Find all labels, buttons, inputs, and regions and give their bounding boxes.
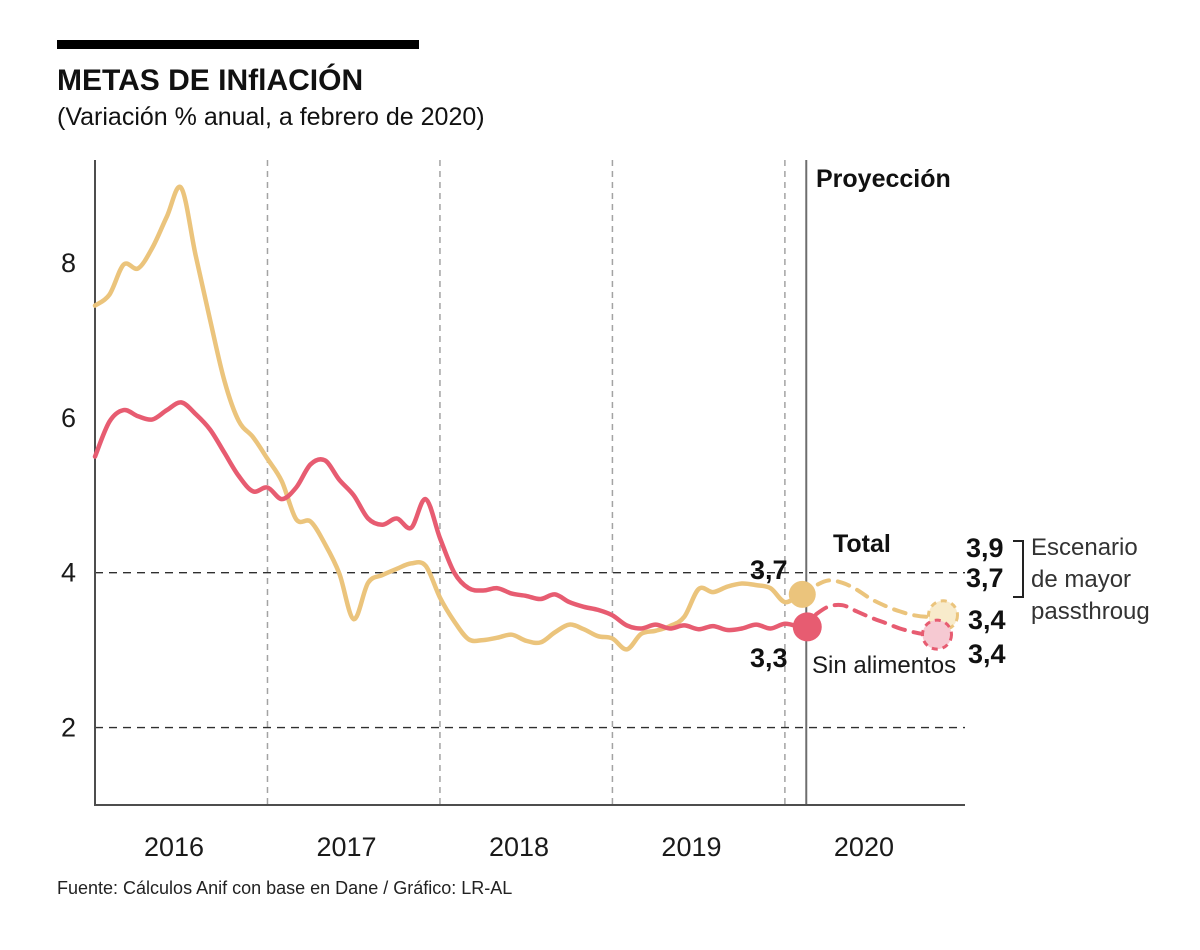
series-label-total: Total — [833, 530, 891, 558]
axes — [94, 160, 965, 806]
title-accent-bar — [57, 40, 419, 49]
scenario-text-line1: Escenario — [1031, 534, 1138, 561]
value-label-total-feb2020: 3,7 — [750, 555, 788, 585]
scenario-text-line3: passthroug — [1031, 598, 1150, 625]
core-projection-dot — [921, 618, 953, 651]
value-label-scenario-core: 3,7 — [966, 563, 1004, 593]
x-tick-label: 2018 — [489, 832, 549, 862]
value-label-total-dec2020: 3,4 — [968, 605, 1006, 635]
x-tick-label: 2019 — [661, 832, 721, 862]
projection-label: Proyección — [816, 165, 951, 193]
y-tick-label: 4 — [61, 558, 76, 588]
line-sin-alimentos-proyecci-n — [797, 602, 945, 637]
y-tick-label: 6 — [61, 403, 76, 433]
y-tick-label: 8 — [61, 248, 76, 278]
value-label-scenario-total: 3,9 — [966, 533, 1004, 563]
value-label-core-dec2020: 3,4 — [968, 639, 1006, 669]
page-subtitle: (Variación % anual, a febrero de 2020) — [57, 103, 485, 131]
line-total — [92, 184, 802, 652]
x-tick-label: 2020 — [834, 832, 894, 862]
source-note: Fuente: Cálculos Anif con base en Dane /… — [57, 878, 513, 898]
line-total-proyecci-n — [797, 578, 945, 619]
scenario-bracket — [1013, 540, 1024, 598]
y-tick-label: 2 — [61, 713, 76, 743]
series-label-sin-alimentos: Sin alimentos — [812, 652, 957, 679]
page-title: METAS DE INflACIÓN — [57, 64, 364, 97]
line-sin-alimentos — [92, 400, 802, 633]
total-current-dot — [788, 580, 816, 608]
x-tick-label: 2016 — [144, 832, 204, 862]
scenario-text-line2: de mayor — [1031, 566, 1132, 593]
x-tick-label: 2017 — [316, 832, 376, 862]
core-current-dot — [792, 612, 822, 642]
value-label-core-feb2020: 3,3 — [750, 643, 788, 673]
